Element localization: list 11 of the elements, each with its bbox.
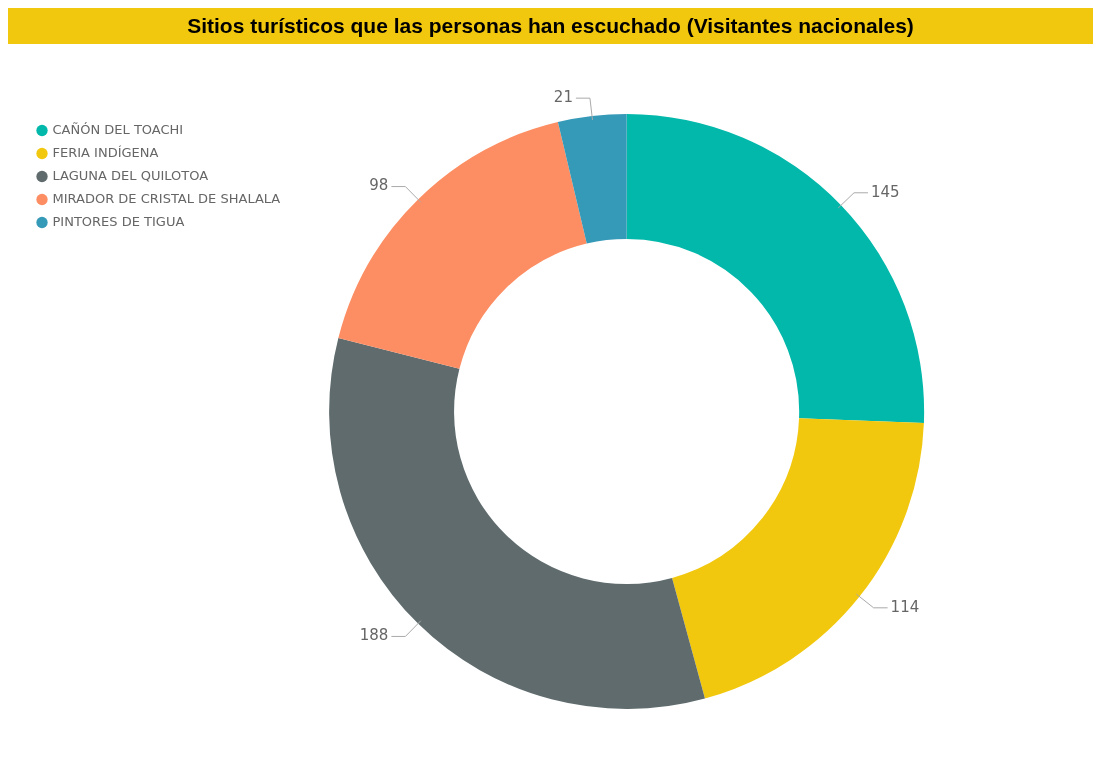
legend-label: CAÑÓN DEL TOACHI [52,121,184,137]
data-label: 114 [890,597,920,616]
data-label: 98 [369,176,389,195]
data-label: 145 [871,182,900,201]
data-label: 188 [359,626,389,645]
legend-label: PINTORES DE TIGUA [52,213,185,229]
data-label: 21 [553,88,573,107]
legend-label: LAGUNA DEL QUILOTOA [52,167,209,183]
legend-label: FERIA INDÍGENA [52,144,159,160]
legend-label: MIRADOR DE CRISTAL DE SHALALA [52,190,281,206]
chart-title: Sitios turísticos que las personas han escuchado (Visitantes nacionales) [8,8,1093,44]
